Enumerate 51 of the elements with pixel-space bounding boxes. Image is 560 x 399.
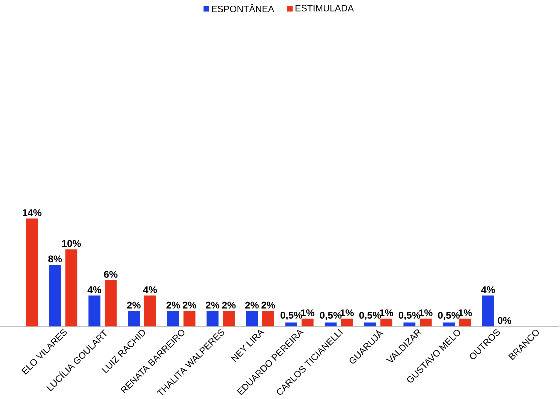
- data-label: 14%: [23, 210, 42, 217]
- bar: [286, 322, 298, 327]
- data-label: 1%: [420, 310, 433, 317]
- data-label: 1%: [301, 310, 315, 317]
- legend-label: ESPONTÂNEA: [212, 4, 274, 13]
- data-label: 1%: [458, 310, 472, 317]
- bar: [324, 322, 337, 327]
- bar: [459, 319, 472, 327]
- data-label: 0%: [498, 317, 512, 324]
- data-label: 0,5%: [280, 312, 302, 320]
- bar: [341, 319, 354, 327]
- bar: [49, 265, 62, 327]
- bar: [128, 311, 140, 327]
- bar: [262, 311, 274, 327]
- bar: [443, 322, 456, 327]
- bar: [302, 319, 314, 327]
- bar: [223, 311, 236, 327]
- bar: [482, 296, 494, 327]
- bar: [380, 319, 393, 327]
- bar: [144, 296, 156, 327]
- data-label: 8%: [48, 256, 62, 263]
- bar: [167, 311, 180, 327]
- data-label: 2%: [222, 302, 236, 309]
- data-label: 10%: [62, 240, 82, 248]
- bar: [104, 280, 117, 327]
- data-label: 4%: [88, 286, 102, 294]
- data-label: 2%: [166, 302, 180, 309]
- bar: [420, 319, 432, 327]
- bar: [246, 311, 258, 327]
- data-label: 1%: [380, 310, 394, 317]
- bar: [184, 311, 196, 327]
- legend-label: ESTIMULADA: [296, 5, 354, 12]
- data-label: 2%: [262, 302, 276, 309]
- data-label: 4%: [482, 286, 496, 294]
- bar: [206, 311, 219, 327]
- bar: [26, 218, 38, 327]
- data-label: 1%: [340, 310, 354, 317]
- bar: [66, 250, 78, 327]
- data-label: 2%: [182, 302, 197, 309]
- data-label: 2%: [245, 302, 259, 309]
- data-label: 2%: [127, 302, 141, 309]
- data-label: 2%: [206, 302, 220, 309]
- data-label: 0,5%: [360, 312, 382, 320]
- data-label: 4%: [143, 286, 158, 294]
- data-label: 6%: [104, 271, 118, 278]
- bar: [404, 322, 416, 327]
- data-label: 0,5%: [320, 312, 342, 320]
- bar: [88, 296, 101, 327]
- data-label: 0,5%: [398, 312, 421, 320]
- data-label: 0,5%: [438, 312, 460, 320]
- bar: [364, 322, 376, 327]
